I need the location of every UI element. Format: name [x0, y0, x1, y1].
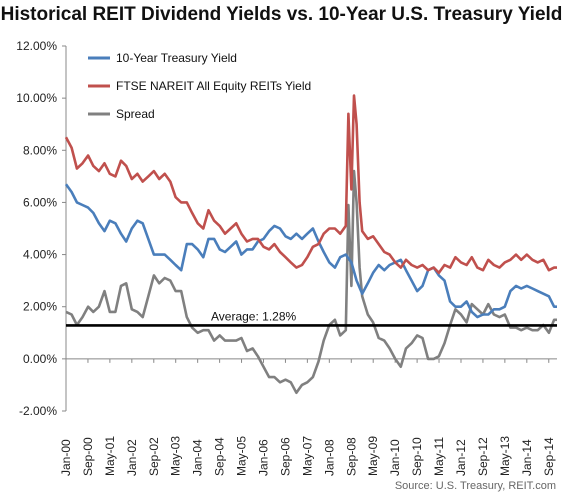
- y-tick-label: 10.00%: [16, 91, 57, 105]
- x-tick-label: Sep-10: [410, 437, 424, 476]
- x-tick-label: May-07: [300, 436, 314, 476]
- series-line-10-year-treasury-yield: [64, 183, 557, 319]
- chart-title: Historical REIT Dividend Yields vs. 10-Y…: [0, 4, 563, 25]
- x-tick-label: Jan-08: [322, 439, 336, 476]
- average-reference: Average: 1.28%: [66, 309, 557, 327]
- series-line-spread: [65, 169, 557, 395]
- x-tick-label: May-03: [169, 436, 183, 476]
- x-tick-label: May-11: [432, 437, 446, 476]
- plot-area: [65, 46, 557, 411]
- legend-label: FTSE NAREIT All Equity REITs Yield: [116, 79, 311, 93]
- x-tick-label: May-01: [103, 436, 117, 476]
- x-tick-label: Jan-02: [125, 439, 139, 476]
- y-tick-label: 0.00%: [23, 352, 57, 366]
- legend-label: Spread: [116, 107, 155, 121]
- x-tick-label: Jan-10: [388, 439, 402, 476]
- y-tick-label: 4.00%: [23, 248, 57, 262]
- x-tick-label: Jan-12: [454, 439, 468, 476]
- x-tick-label: Sep-06: [278, 437, 292, 476]
- x-tick-label: Sep-02: [147, 437, 161, 476]
- x-tick-label: Jan-14: [520, 439, 534, 476]
- source-note: Source: U.S. Treasury, REIT.com: [395, 480, 556, 492]
- x-tick-label: May-05: [235, 436, 249, 476]
- average-label: Average: 1.28%: [211, 309, 297, 323]
- x-tick-label: Sep-00: [81, 437, 95, 476]
- y-axis: 12.00% 10.00% 8.00% 6.00% 4.00% 2.00% 0.00% -2.…: [16, 39, 66, 418]
- x-tick-label: Jan-00: [59, 439, 73, 476]
- x-tick-label: Jan-06: [256, 439, 270, 476]
- y-tick-label: 12.00%: [16, 39, 57, 53]
- x-tick-label: Sep-14: [542, 437, 556, 476]
- x-tick-label: Jan-04: [191, 439, 205, 476]
- x-tick-label: Sep-12: [476, 437, 490, 476]
- x-tick-label: May-13: [498, 436, 512, 476]
- y-tick-label: 6.00%: [23, 195, 57, 209]
- series-lines: [64, 94, 557, 395]
- x-tick-label: Sep-08: [344, 437, 358, 476]
- x-tick-label: May-09: [366, 436, 380, 476]
- legend-label: 10-Year Treasury Yield: [116, 51, 237, 65]
- y-tick-label: 2.00%: [23, 300, 57, 314]
- x-axis: Jan-00 Sep-00 May-01 Jan-02 Sep-02 May-03 Jan-…: [59, 358, 556, 476]
- y-tick-label: -2.00%: [19, 404, 57, 418]
- series-line-ftse-nareit-all-equity-reits-yield: [64, 94, 557, 275]
- legend: 10-Year Treasury Yield FTSE NAREIT All Eq…: [88, 51, 311, 121]
- y-tick-label: 8.00%: [23, 143, 57, 157]
- x-tick-label: Sep-04: [213, 437, 227, 476]
